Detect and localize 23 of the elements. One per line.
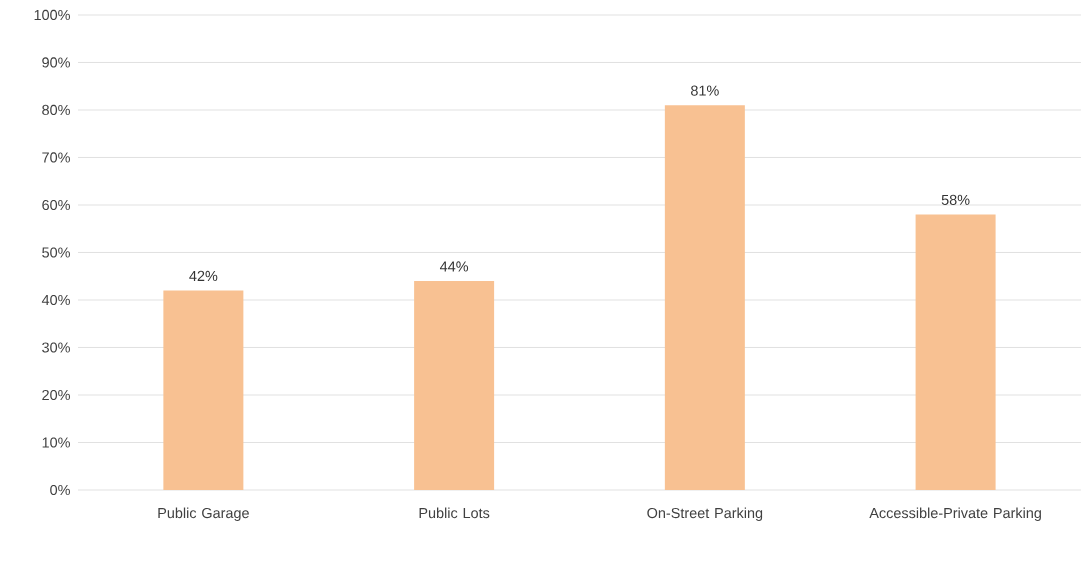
y-tick-label: 30%	[42, 342, 70, 353]
data-label: 42%	[189, 270, 218, 281]
bar	[915, 214, 996, 490]
bar	[664, 105, 745, 490]
y-tick-label: 90%	[42, 57, 70, 68]
y-tick-label: 20%	[42, 389, 70, 401]
y-tick-label: 0%	[50, 484, 70, 496]
data-label: 44%	[439, 261, 469, 272]
x-tick-label: Public Lots	[419, 507, 490, 519]
y-tick-label: 60%	[42, 199, 70, 211]
data-label: 81%	[691, 85, 719, 96]
y-tick-label: 100%	[34, 9, 70, 21]
y-tick-label: 80%	[42, 104, 70, 116]
y-tick-label: 10%	[42, 437, 70, 448]
bar	[163, 290, 244, 490]
bar	[414, 281, 495, 490]
x-tick-label: Public Garage	[158, 507, 249, 521]
y-tick-label: 50%	[42, 247, 70, 258]
x-tick-label: Accessible-Private Parking	[869, 507, 1041, 521]
y-tick-label: 70%	[42, 152, 70, 163]
y-tick-label: 40%	[41, 294, 70, 306]
data-label: 58%	[941, 194, 970, 205]
x-tick-label: On-Street Parking	[647, 507, 763, 521]
